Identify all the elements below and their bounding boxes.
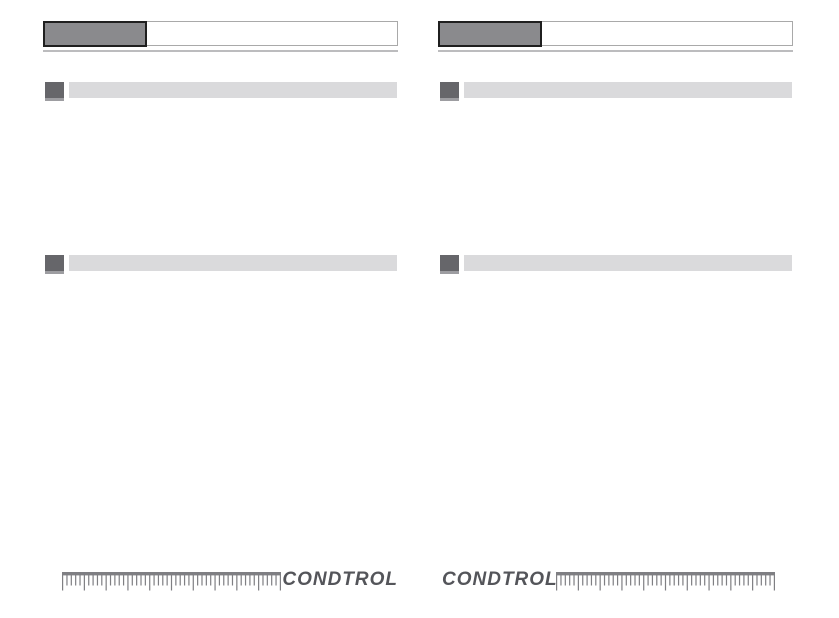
section-heading-strip [464, 255, 792, 271]
section-heading-bar [43, 255, 398, 277]
section-heading-strip [69, 82, 397, 98]
section-heading-strip [69, 255, 397, 271]
page-column-left: CONDTROL [43, 0, 398, 618]
brand-logo: CONDTROL [442, 569, 558, 590]
header-tab [43, 21, 147, 47]
header-divider [43, 50, 398, 52]
ruler-icon [62, 572, 281, 591]
page-column-right: CONDTROL [438, 0, 793, 618]
section-bullet-marker [440, 82, 459, 101]
section-bullet-marker [45, 82, 64, 101]
section-heading-strip [464, 82, 792, 98]
section-heading-bar [438, 82, 793, 104]
header-tab [438, 21, 542, 47]
brand-logo: CONDTROL [282, 569, 398, 590]
header-divider [438, 50, 793, 52]
section-bullet-marker [440, 255, 459, 274]
section-bullet-marker [45, 255, 64, 274]
section-heading-bar [43, 82, 398, 104]
ruler-icon [556, 572, 775, 591]
section-heading-bar [438, 255, 793, 277]
